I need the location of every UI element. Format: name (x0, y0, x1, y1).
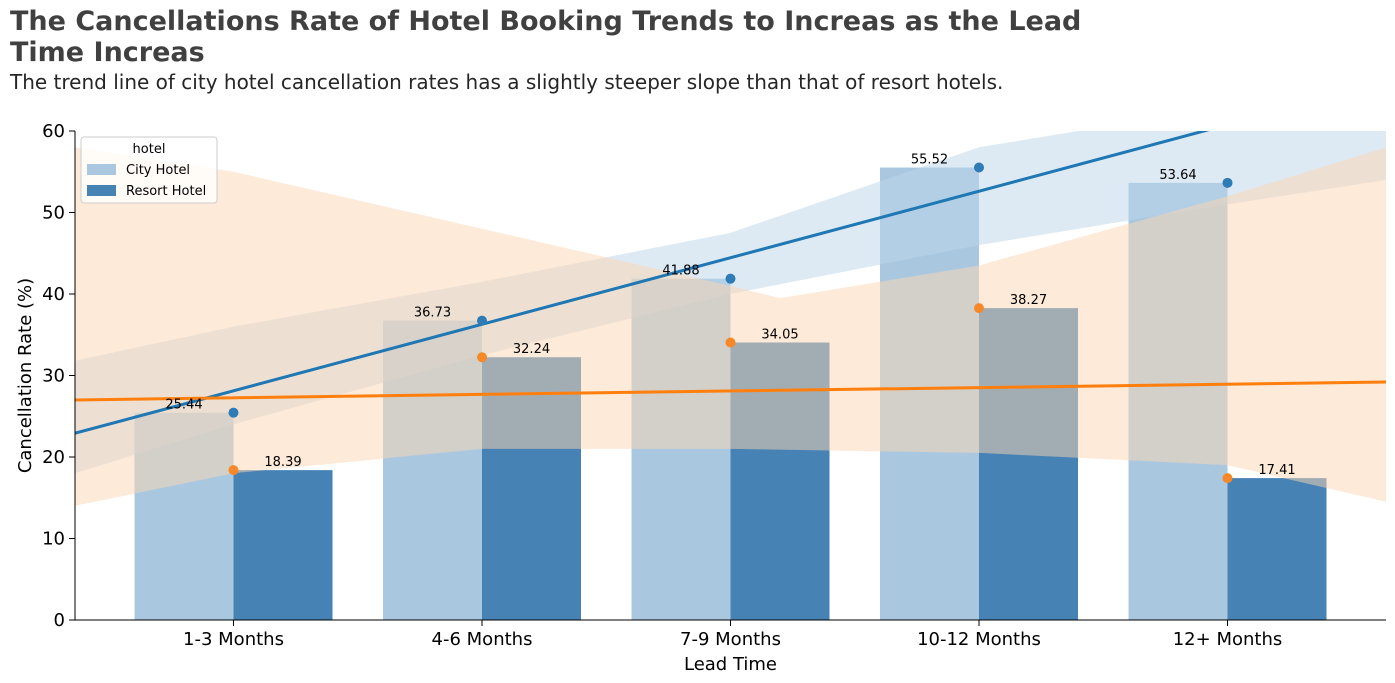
point-resort-hotel (228, 465, 239, 476)
data-label-city-hotel: 25.44 (165, 398, 202, 413)
data-label-resort-hotel: 38.27 (1010, 293, 1047, 308)
data-label-resort-hotel: 34.05 (761, 327, 798, 342)
x-tick-label: 7-9 Months (680, 629, 781, 650)
point-city-hotel (1222, 177, 1233, 188)
data-label-city-hotel: 53.64 (1159, 168, 1196, 183)
point-city-hotel (477, 315, 487, 326)
data-label-city-hotel: 55.52 (911, 153, 948, 168)
confidence-band (75, 131, 1386, 474)
point-city-hotel (725, 273, 736, 284)
data-labels: 25.44 18.39 36.73 32.24 41.88 34.05 55.52 38.27… (165, 153, 1295, 479)
point-resort-hotel (974, 303, 984, 314)
data-label-resort-hotel: 18.39 (264, 455, 301, 470)
data-label-resort-hotel: 32.24 (513, 342, 550, 357)
legend-swatch (87, 164, 116, 175)
bar-resort-hotel (233, 470, 333, 620)
point-resort-hotel (1222, 473, 1233, 484)
point-resort-hotel (477, 352, 487, 363)
trend-line (75, 380, 1386, 402)
data-label-city-hotel: 41.88 (662, 264, 699, 279)
legend-entry: City Hotel (126, 163, 190, 178)
y-axis-title: Cancellation Rate (%) (15, 278, 36, 473)
y-tick-label: 20 (42, 447, 65, 468)
y-tick-label: 40 (42, 284, 65, 305)
data-label-city-hotel: 36.73 (414, 306, 451, 321)
x-axis-title: Lead Time (684, 654, 777, 675)
legend-swatch (87, 185, 116, 196)
y-tick-label: 60 (42, 121, 65, 142)
trend-bands (75, 131, 1386, 506)
data-label-resort-hotel: 17.41 (1258, 463, 1295, 478)
data-points (228, 162, 1233, 484)
y-tick-label: 30 (42, 366, 65, 387)
chart-subtitle: The trend line of city hotel cancellatio… (10, 70, 1004, 94)
trend-lines (75, 131, 1386, 435)
chart-title: The Cancellations Rate of Hotel Booking … (10, 6, 1082, 68)
confidence-band (75, 147, 1386, 506)
point-city-hotel (228, 407, 239, 418)
x-tick-label: 4-6 Months (432, 629, 533, 650)
x-tick-label: 10-12 Months (917, 629, 1041, 650)
y-tick-label: 50 (42, 203, 65, 224)
y-tick-label: 10 (42, 529, 65, 550)
legend: hotel City Hotel Resort Hotel (80, 136, 218, 204)
x-tick-label: 1-3 Months (183, 629, 284, 650)
bar-resort-hotel (1227, 478, 1327, 620)
trend-line (75, 131, 1210, 435)
legend-title: hotel (133, 142, 166, 157)
x-tick-label: 12+ Months (1173, 629, 1283, 650)
y-tick-label: 0 (54, 610, 65, 631)
point-resort-hotel (725, 337, 736, 348)
point-city-hotel (974, 162, 984, 173)
legend-entry: Resort Hotel (126, 184, 206, 199)
